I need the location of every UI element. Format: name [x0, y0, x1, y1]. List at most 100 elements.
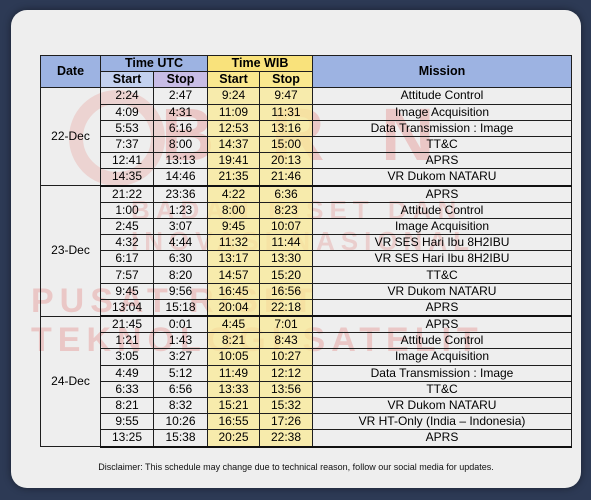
mission-cell: Data Transmission : Image [312, 364, 572, 382]
wib-stop-cell: 22:38 [259, 429, 313, 448]
wib-stop-cell: 11:31 [259, 103, 313, 121]
mission-cell: APRS [312, 315, 572, 334]
wib-stop-cell: 8:23 [259, 201, 313, 219]
wib-start-cell: 16:45 [207, 282, 260, 300]
header-time-wib: Time WIB [207, 54, 313, 73]
mission-cell: Image Acquisition [312, 217, 572, 236]
header-utc-stop: Stop [153, 71, 208, 89]
utc-start-cell: 7:37 [100, 135, 154, 154]
utc-stop-cell: 8:20 [153, 266, 208, 284]
date-cell: 24-Dec [40, 315, 101, 447]
utc-start-cell: 9:45 [100, 282, 154, 300]
wib-start-cell: 16:55 [207, 413, 260, 431]
utc-start-cell: 8:21 [100, 396, 154, 415]
wib-stop-cell: 17:26 [259, 413, 313, 431]
mission-cell: VR Dukom NATARU [312, 396, 572, 415]
wib-stop-cell: 15:20 [259, 266, 313, 284]
utc-start-cell: 13:04 [100, 298, 154, 317]
mission-cell: Attitude Control [312, 332, 572, 350]
utc-start-cell: 4:49 [100, 364, 154, 382]
wib-start-cell: 11:32 [207, 234, 260, 252]
table-row: 9:55 10:26 16:55 17:26 VR HT-Only (India – I… [41, 413, 572, 431]
wib-stop-cell: 13:16 [259, 119, 313, 137]
utc-stop-cell: 1:43 [153, 332, 208, 350]
mission-cell: VR HT-Only (India – Indonesia) [312, 413, 572, 431]
table-row: 4:09 4:31 11:09 11:31 Image Acquisition [41, 103, 572, 121]
mission-cell: Attitude Control [312, 87, 572, 105]
utc-start-cell: 4:09 [100, 103, 154, 121]
wib-stop-cell: 15:00 [259, 135, 313, 154]
table-row: 6:33 6:56 13:33 13:56 TT&C [41, 380, 572, 398]
utc-start-cell: 1:21 [100, 332, 154, 350]
wib-stop-cell: 11:44 [259, 234, 313, 252]
mission-cell: Attitude Control [312, 201, 572, 219]
utc-start-cell: 21:45 [100, 315, 154, 334]
mission-cell: VR SES Hari Ibu 8H2IBU [312, 234, 572, 252]
table-row: 14:35 14:46 21:35 21:46 VR Dukom NATARU [41, 168, 572, 187]
table-row: 7:37 8:00 14:37 15:00 TT&C [41, 135, 572, 154]
wib-start-cell: 20:04 [207, 298, 260, 317]
utc-stop-cell: 3:27 [153, 348, 208, 366]
table-row: 13:04 15:18 20:04 22:18 APRS [41, 298, 572, 317]
wib-stop-cell: 10:07 [259, 217, 313, 236]
utc-stop-cell: 2:47 [153, 87, 208, 105]
schedule-body: 22-Dec 2:24 2:47 9:24 9:47 Attitude Control 4:… [40, 87, 572, 448]
wib-start-cell: 9:45 [207, 217, 260, 236]
wib-stop-cell: 8:43 [259, 332, 313, 350]
wib-start-cell: 10:05 [207, 348, 260, 366]
header-utc-start: Start [100, 71, 154, 89]
utc-stop-cell: 6:30 [153, 250, 208, 268]
utc-start-cell: 14:35 [100, 168, 154, 187]
table-row: 6:17 6:30 13:17 13:30 VR SES Hari Ibu 8H2IBU [41, 250, 572, 268]
utc-stop-cell: 6:16 [153, 119, 208, 137]
utc-stop-cell: 5:12 [153, 364, 208, 382]
mission-cell: TT&C [312, 266, 572, 284]
utc-stop-cell: 4:31 [153, 103, 208, 121]
wib-stop-cell: 10:27 [259, 348, 313, 366]
utc-start-cell: 13:25 [100, 429, 154, 448]
wib-stop-cell: 20:13 [259, 152, 313, 170]
mission-cell: Image Acquisition [312, 103, 572, 121]
utc-stop-cell: 4:44 [153, 234, 208, 252]
mission-cell: APRS [312, 185, 572, 203]
wib-start-cell: 8:21 [207, 332, 260, 350]
table-row: 7:57 8:20 14:57 15:20 TT&C [41, 266, 572, 284]
table-row: 1:00 1:23 8:00 8:23 Attitude Control [41, 201, 572, 219]
utc-stop-cell: 0:01 [153, 315, 208, 334]
wib-start-cell: 20:25 [207, 429, 260, 448]
wib-start-cell: 14:37 [207, 135, 260, 154]
wib-stop-cell: 12:12 [259, 364, 313, 382]
utc-stop-cell: 3:07 [153, 217, 208, 236]
table-row: 13:25 15:38 20:25 22:38 APRS [41, 429, 572, 448]
utc-stop-cell: 14:46 [153, 168, 208, 187]
wib-stop-cell: 9:47 [259, 87, 313, 105]
wib-start-cell: 14:57 [207, 266, 260, 284]
date-cell: 23-Dec [40, 185, 101, 317]
date-cell: 22-Dec [40, 87, 101, 186]
disclaimer: Disclaimer: This schedule may change due… [98, 462, 494, 472]
utc-start-cell: 1:00 [100, 201, 154, 219]
header-date: Date [40, 54, 101, 89]
table-row: 12:41 13:13 19:41 20:13 APRS [41, 152, 572, 170]
table-row: 3:05 3:27 10:05 10:27 Image Acquisition [41, 348, 572, 366]
utc-start-cell: 2:24 [100, 87, 154, 105]
utc-stop-cell: 10:26 [153, 413, 208, 431]
table-row: 1:21 1:43 8:21 8:43 Attitude Control [41, 332, 572, 350]
mission-cell: Image Acquisition [312, 348, 572, 366]
mission-cell: APRS [312, 152, 572, 170]
wib-start-cell: 4:22 [207, 185, 260, 203]
wib-start-cell: 13:17 [207, 250, 260, 268]
wib-stop-cell: 13:30 [259, 250, 313, 268]
header-wib-start: Start [207, 71, 260, 89]
utc-start-cell: 6:33 [100, 380, 154, 398]
utc-stop-cell: 8:32 [153, 396, 208, 415]
utc-stop-cell: 15:38 [153, 429, 208, 448]
wib-start-cell: 11:49 [207, 364, 260, 382]
wib-stop-cell: 6:36 [259, 185, 313, 203]
wib-start-cell: 4:45 [207, 315, 260, 334]
wib-stop-cell: 22:18 [259, 298, 313, 317]
schedule-table: Date Time UTC Time WIB Mission Start Sto… [40, 54, 572, 448]
mission-cell: VR SES Hari Ibu 8H2IBU [312, 250, 572, 268]
mission-cell: VR Dukom NATARU [312, 168, 572, 187]
utc-start-cell: 4:32 [100, 234, 154, 252]
